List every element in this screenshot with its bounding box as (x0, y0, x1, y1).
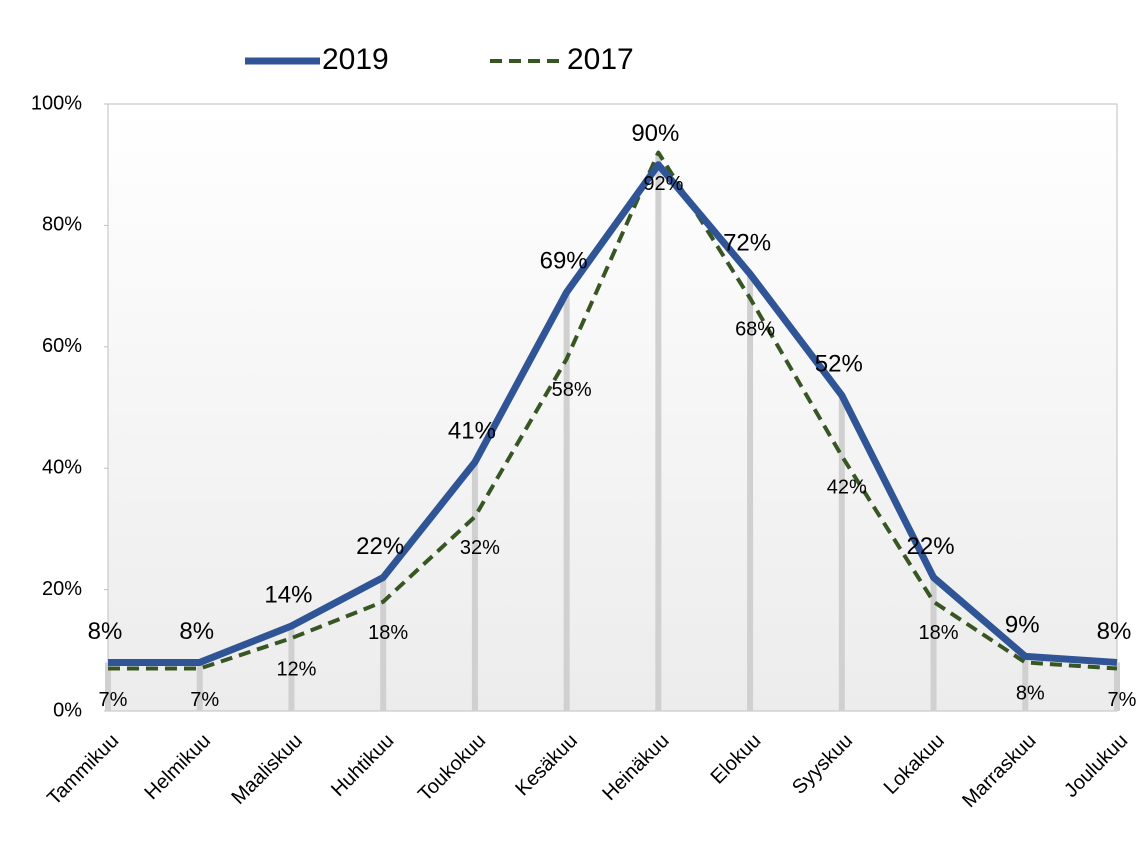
data-label: 18% (368, 622, 408, 644)
data-label: 8% (1016, 683, 1045, 705)
data-label: 32% (460, 537, 500, 559)
x-tick-label: Kesäkuu (511, 730, 582, 801)
data-label: 41% (448, 417, 496, 444)
y-tick-label: 80% (42, 214, 82, 236)
x-tick-label: Marraskuu (958, 730, 1040, 812)
y-tick-label: 0% (53, 699, 82, 721)
data-label: 7% (1108, 689, 1137, 711)
data-label: 90% (631, 120, 679, 147)
y-tick-label: 40% (42, 456, 82, 478)
y-tick-label: 100% (31, 92, 82, 114)
data-label: 72% (723, 229, 771, 256)
data-label: 58% (552, 379, 592, 401)
data-label: 8% (88, 618, 123, 645)
x-tick-label: Elokuu (707, 730, 766, 789)
legend-label: 2019 (322, 43, 389, 76)
plot-area (107, 103, 1118, 712)
data-label: 52% (815, 351, 863, 378)
data-label: 14% (264, 581, 312, 608)
data-label: 68% (735, 319, 775, 341)
x-tick-label: Huhtikuu (327, 730, 398, 801)
x-tick-label: Heinäkuu (598, 730, 673, 805)
data-label: 12% (276, 658, 316, 680)
data-label: 69% (540, 248, 588, 275)
data-label: 18% (919, 622, 959, 644)
data-label: 22% (356, 533, 404, 560)
x-tick-label: Tammikuu (43, 730, 123, 810)
x-tick-label: Lokakuu (880, 730, 949, 799)
data-label: 8% (179, 618, 214, 645)
series-line (108, 150, 1118, 671)
data-label: 7% (99, 689, 128, 711)
x-tick-label: Helmikuu (140, 730, 215, 805)
x-tick-label: Joulukuu (1060, 730, 1132, 802)
legend-label: 2017 (567, 43, 634, 76)
y-tick-label: 20% (42, 578, 82, 600)
data-label: 22% (907, 533, 955, 560)
data-label: 92% (643, 173, 683, 195)
data-label: 8% (1097, 618, 1132, 645)
x-tick-label: Syyskuu (788, 730, 857, 799)
x-tick-label: Toukokuu (414, 730, 490, 806)
data-label: 7% (190, 689, 219, 711)
y-tick-label: 60% (42, 335, 82, 357)
x-tick-label: Maaliskuu (227, 730, 306, 809)
series-line (108, 161, 1118, 666)
data-label: 9% (1005, 612, 1040, 639)
data-label: 42% (827, 476, 867, 498)
